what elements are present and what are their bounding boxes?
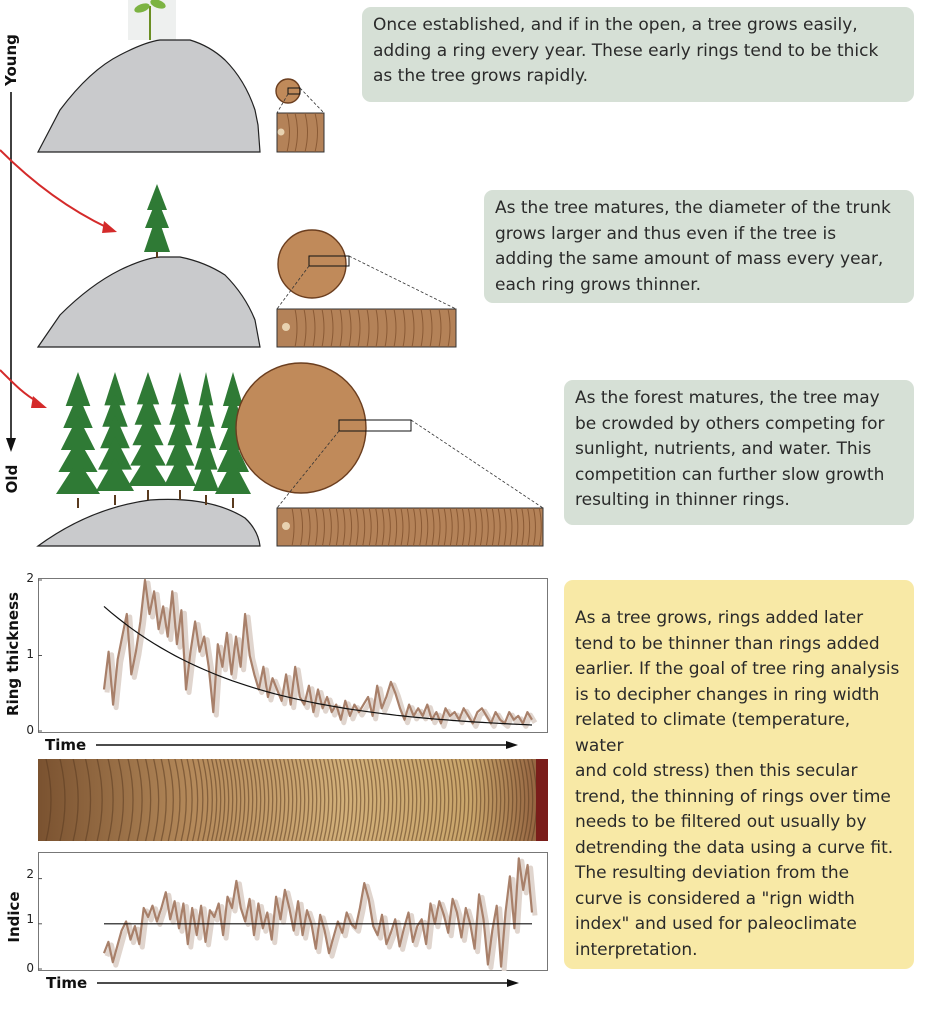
- chart-ring-thickness: [38, 578, 548, 733]
- chart1-ytick-0: 0: [26, 723, 34, 737]
- series-line: [102, 578, 533, 725]
- red-arrow-1-head: [102, 221, 117, 233]
- red-arrow-1: [0, 149, 109, 229]
- forest-tree-5: [193, 372, 219, 505]
- forest-trees-icon: [56, 372, 251, 508]
- forest-tree-4: [164, 372, 196, 500]
- series-line: [102, 857, 534, 968]
- chart2-xlabel: Time: [46, 974, 88, 992]
- forest-tree-2: [96, 372, 134, 505]
- trunk-section-mature: [277, 229, 347, 299]
- chart2-ytick-1: 1: [26, 912, 34, 926]
- hill-mature: [36, 256, 261, 348]
- forest-tree-3: [128, 372, 168, 500]
- chart2-time-arrow: [97, 979, 519, 987]
- pine-tree-icon: [144, 184, 170, 258]
- forest-tree-1: [56, 372, 100, 508]
- old-label: Old: [3, 464, 21, 494]
- callout-young: Once established, and if in the open, a …: [362, 7, 914, 102]
- callout-forest: As the forest matures, the tree may be c…: [564, 380, 914, 525]
- red-arrows: [0, 149, 117, 408]
- chart2-ytick-0: 0: [26, 961, 34, 975]
- callout-detrending: As a tree grows, rings added later tend …: [564, 580, 914, 969]
- seedling-icon: [134, 0, 166, 40]
- stage-young: [37, 0, 325, 153]
- stage-mature: [36, 184, 457, 348]
- chart1-ytick-2: 2: [26, 571, 34, 585]
- chart1-xlabel: Time: [45, 736, 87, 754]
- hill-young: [37, 39, 261, 153]
- chart-indice: [38, 852, 548, 971]
- tree-core-photo: [38, 759, 548, 841]
- trend-line: [103, 605, 533, 726]
- wood-strip-old: [276, 507, 544, 547]
- chart1-ytick-1: 1: [26, 647, 34, 661]
- wood-strip-mature: [276, 308, 457, 348]
- series-shadow: [104, 858, 538, 971]
- callout-mature: As the tree matures, the diameter of the…: [484, 190, 914, 303]
- stage-forest: [36, 362, 544, 547]
- chart1-time-arrow: [96, 741, 518, 749]
- trunk-section-old: [235, 362, 367, 494]
- red-arrow-2-head: [31, 396, 47, 408]
- hill-forest: [36, 498, 261, 547]
- chart2-ytick-2: 2: [26, 867, 34, 881]
